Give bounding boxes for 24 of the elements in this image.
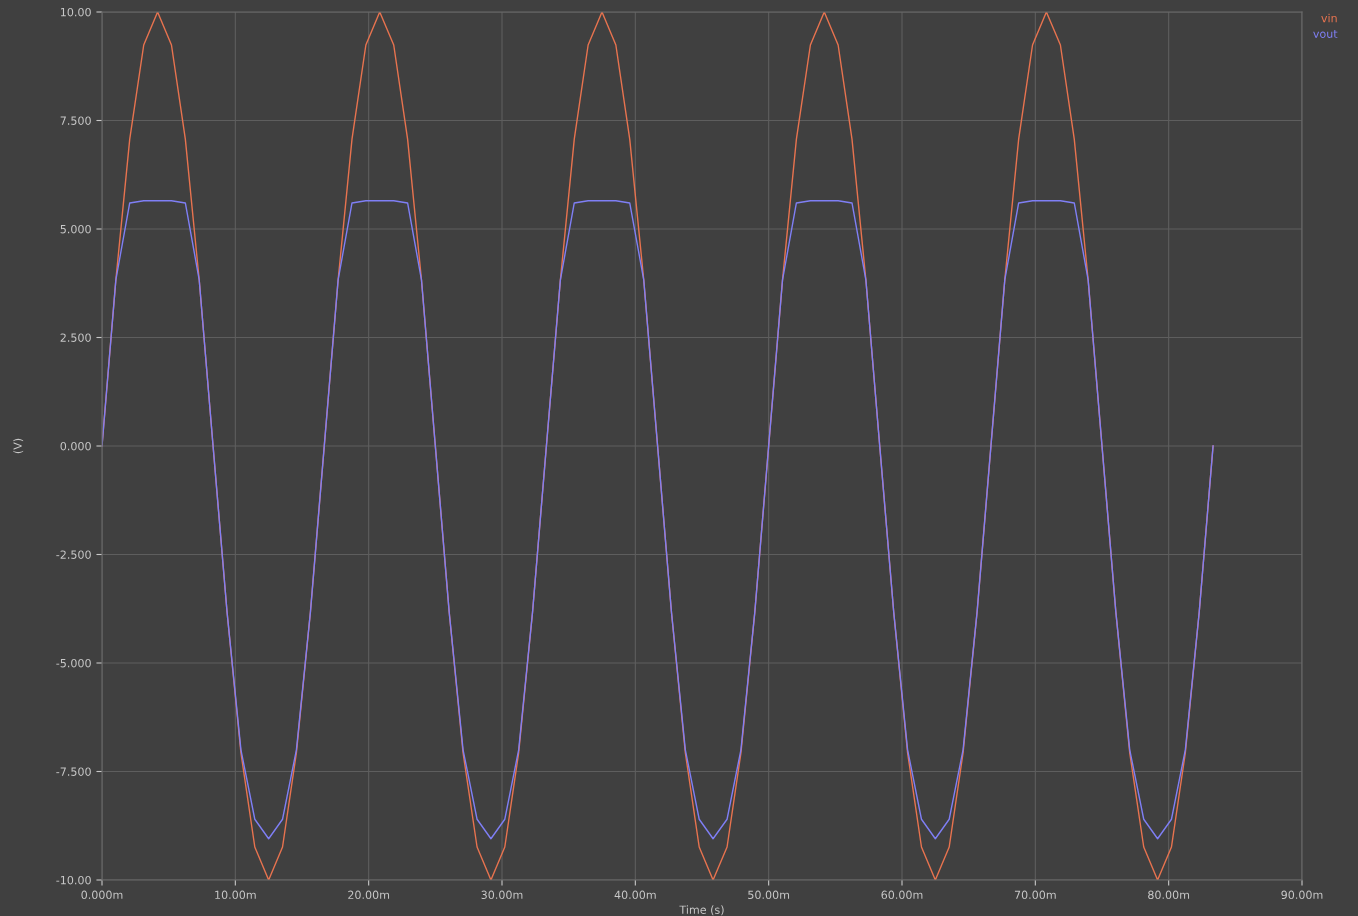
x-axis-title: Time (s) bbox=[679, 905, 724, 916]
y-tick-label: 5.000 bbox=[60, 224, 91, 234]
text: vout bbox=[1313, 29, 1338, 38]
y-tick-label: -7.500 bbox=[56, 767, 91, 776]
x-tick-label: 60.00m bbox=[881, 890, 923, 900]
x-tick-label: 90.00m bbox=[1281, 890, 1323, 900]
y-tick-label: -2.500 bbox=[56, 550, 91, 559]
line-series bbox=[102, 200, 1214, 840]
y-tick-label: 0.000 bbox=[60, 441, 91, 451]
x-tick-label: 0.000m bbox=[81, 890, 123, 900]
x-tick-label: 30.00m bbox=[481, 890, 523, 900]
x-tick-label: 20.00m bbox=[348, 890, 390, 900]
y-axis-title: (V) bbox=[13, 438, 24, 454]
y-tick-label: 7.500 bbox=[60, 116, 91, 125]
x-tick-label: 50.00m bbox=[748, 890, 790, 900]
y-tick-label: 10.00 bbox=[60, 7, 91, 17]
y-tick-label: 2.500 bbox=[60, 333, 91, 342]
x-tick-label: 70.00m bbox=[1014, 890, 1056, 900]
x-tick-label: 80.00m bbox=[1148, 890, 1190, 900]
y-tick-label: -5.000 bbox=[56, 658, 91, 668]
x-tick-label: 10.00m bbox=[215, 890, 256, 900]
text: vin bbox=[1321, 13, 1337, 23]
x-tick-label: 40.00m bbox=[614, 890, 656, 900]
y-tick-label: -10.00 bbox=[56, 875, 91, 885]
